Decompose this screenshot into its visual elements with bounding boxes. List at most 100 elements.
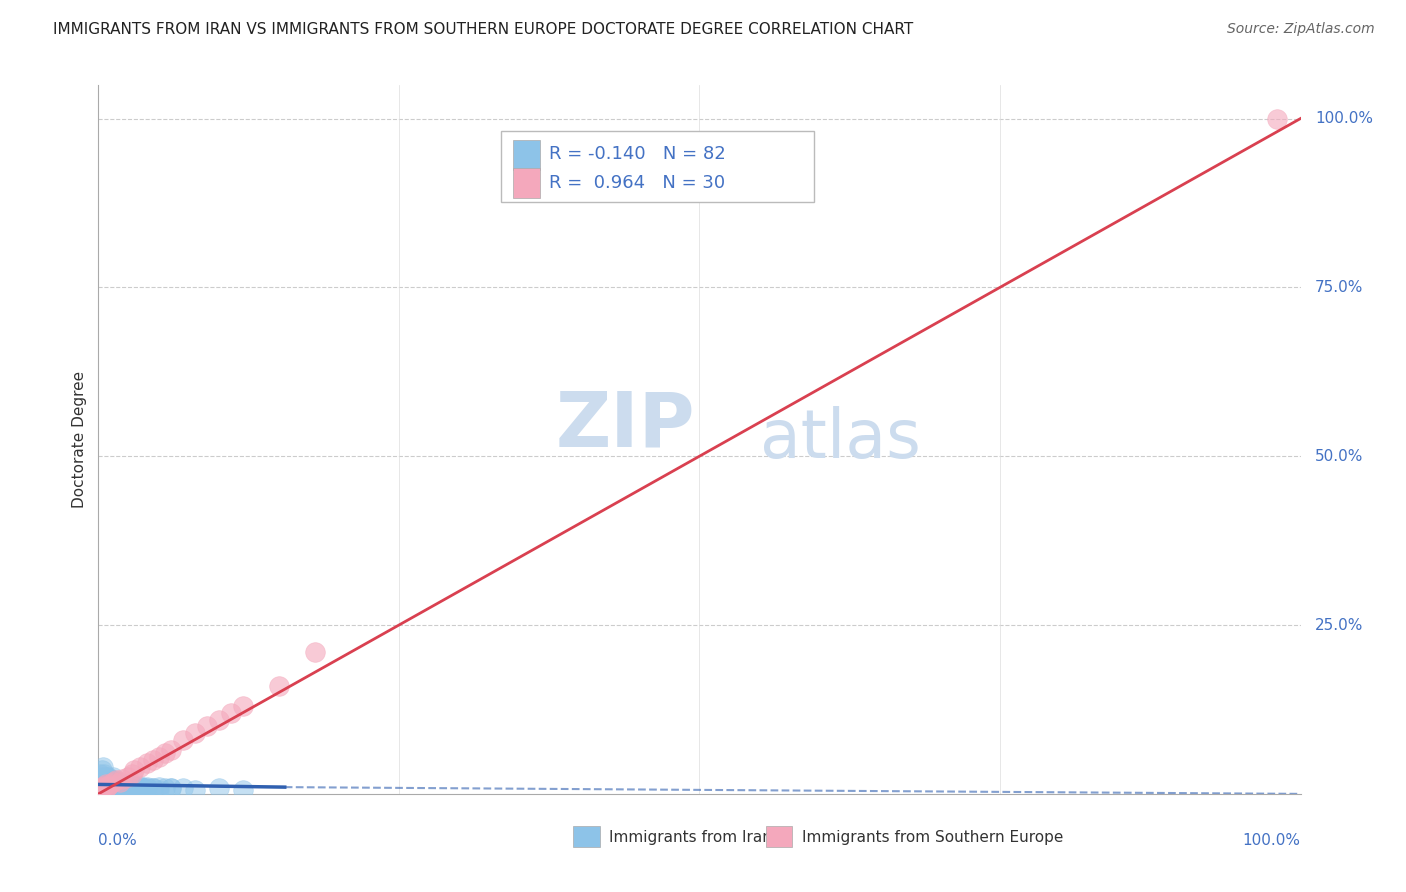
Point <box>94 774 117 789</box>
Point <box>93 781 115 796</box>
Point <box>108 777 131 791</box>
FancyBboxPatch shape <box>513 169 540 198</box>
Point <box>124 779 146 793</box>
Point <box>93 777 115 791</box>
Text: 100.0%: 100.0% <box>1315 111 1374 126</box>
Point <box>115 780 138 794</box>
FancyBboxPatch shape <box>513 140 540 169</box>
Point <box>97 777 120 791</box>
Point <box>148 749 170 764</box>
Point <box>100 772 122 786</box>
Point <box>91 764 114 778</box>
Point <box>91 781 114 796</box>
Point <box>98 780 121 794</box>
Point <box>91 782 114 797</box>
Point <box>135 756 157 771</box>
Point <box>101 770 124 784</box>
Point <box>96 780 118 794</box>
Text: atlas: atlas <box>759 407 921 472</box>
Point <box>100 779 122 793</box>
Point <box>183 782 205 797</box>
Point <box>90 777 112 791</box>
Point <box>89 783 111 797</box>
Point <box>208 713 231 727</box>
Point <box>96 780 118 794</box>
Point <box>153 781 176 796</box>
Point <box>90 783 112 797</box>
Point <box>183 726 205 740</box>
Point <box>208 781 231 796</box>
Point <box>94 777 117 791</box>
Point <box>96 773 118 788</box>
Point <box>129 760 152 774</box>
Point <box>267 679 290 693</box>
Point <box>125 780 148 794</box>
Text: 100.0%: 100.0% <box>1243 833 1301 848</box>
Point <box>89 766 111 780</box>
Point <box>124 781 146 796</box>
Point <box>97 779 120 793</box>
Point <box>121 779 143 793</box>
Text: IMMIGRANTS FROM IRAN VS IMMIGRANTS FROM SOUTHERN EUROPE DOCTORATE DEGREE CORRELA: IMMIGRANTS FROM IRAN VS IMMIGRANTS FROM … <box>53 22 914 37</box>
Point <box>100 780 122 794</box>
Text: 25.0%: 25.0% <box>1315 617 1364 632</box>
Point <box>100 779 122 793</box>
Point <box>117 779 139 793</box>
Point <box>108 774 131 789</box>
Point <box>94 780 117 794</box>
Text: ZIP: ZIP <box>555 388 695 462</box>
Text: Immigrants from Iran: Immigrants from Iran <box>609 830 772 845</box>
Point <box>105 774 128 789</box>
Text: 0.0%: 0.0% <box>98 833 138 848</box>
Point <box>105 780 128 794</box>
Point <box>232 782 254 797</box>
Point <box>96 779 118 793</box>
Point <box>98 780 121 794</box>
Point <box>105 781 128 796</box>
Point <box>98 774 121 789</box>
Point <box>118 780 141 794</box>
Text: R = -0.140   N = 82: R = -0.140 N = 82 <box>550 145 725 163</box>
Point <box>121 766 143 780</box>
Point <box>111 772 134 786</box>
Point <box>100 777 122 791</box>
Point <box>141 781 163 796</box>
FancyBboxPatch shape <box>766 826 792 847</box>
Point <box>114 781 136 796</box>
Point <box>111 780 134 794</box>
Point <box>90 780 112 794</box>
Point <box>104 777 127 791</box>
Text: 75.0%: 75.0% <box>1315 280 1364 295</box>
Text: 50.0%: 50.0% <box>1315 449 1364 464</box>
Point <box>91 780 114 794</box>
Point <box>112 777 135 791</box>
Point <box>117 770 139 784</box>
Point <box>94 779 117 793</box>
Point <box>1265 112 1288 126</box>
Point <box>129 779 152 793</box>
Point <box>100 777 122 791</box>
Point <box>159 743 181 757</box>
Point <box>117 781 139 796</box>
Point <box>148 782 170 797</box>
Y-axis label: Doctorate Degree: Doctorate Degree <box>72 371 87 508</box>
Point <box>153 747 176 761</box>
Point <box>135 780 157 794</box>
Point <box>100 780 122 794</box>
Point <box>91 773 114 788</box>
Point <box>103 773 125 788</box>
Point <box>141 781 163 796</box>
Point <box>108 781 131 796</box>
Point <box>101 774 124 789</box>
Point <box>148 780 170 794</box>
Point <box>91 774 114 789</box>
Point <box>91 760 114 774</box>
Point <box>97 781 120 796</box>
Point <box>91 780 114 794</box>
Point <box>101 781 124 796</box>
Point <box>172 781 194 796</box>
Point <box>111 780 134 794</box>
Point <box>117 777 139 791</box>
Text: R =  0.964   N = 30: R = 0.964 N = 30 <box>550 174 725 192</box>
Point <box>159 781 181 796</box>
